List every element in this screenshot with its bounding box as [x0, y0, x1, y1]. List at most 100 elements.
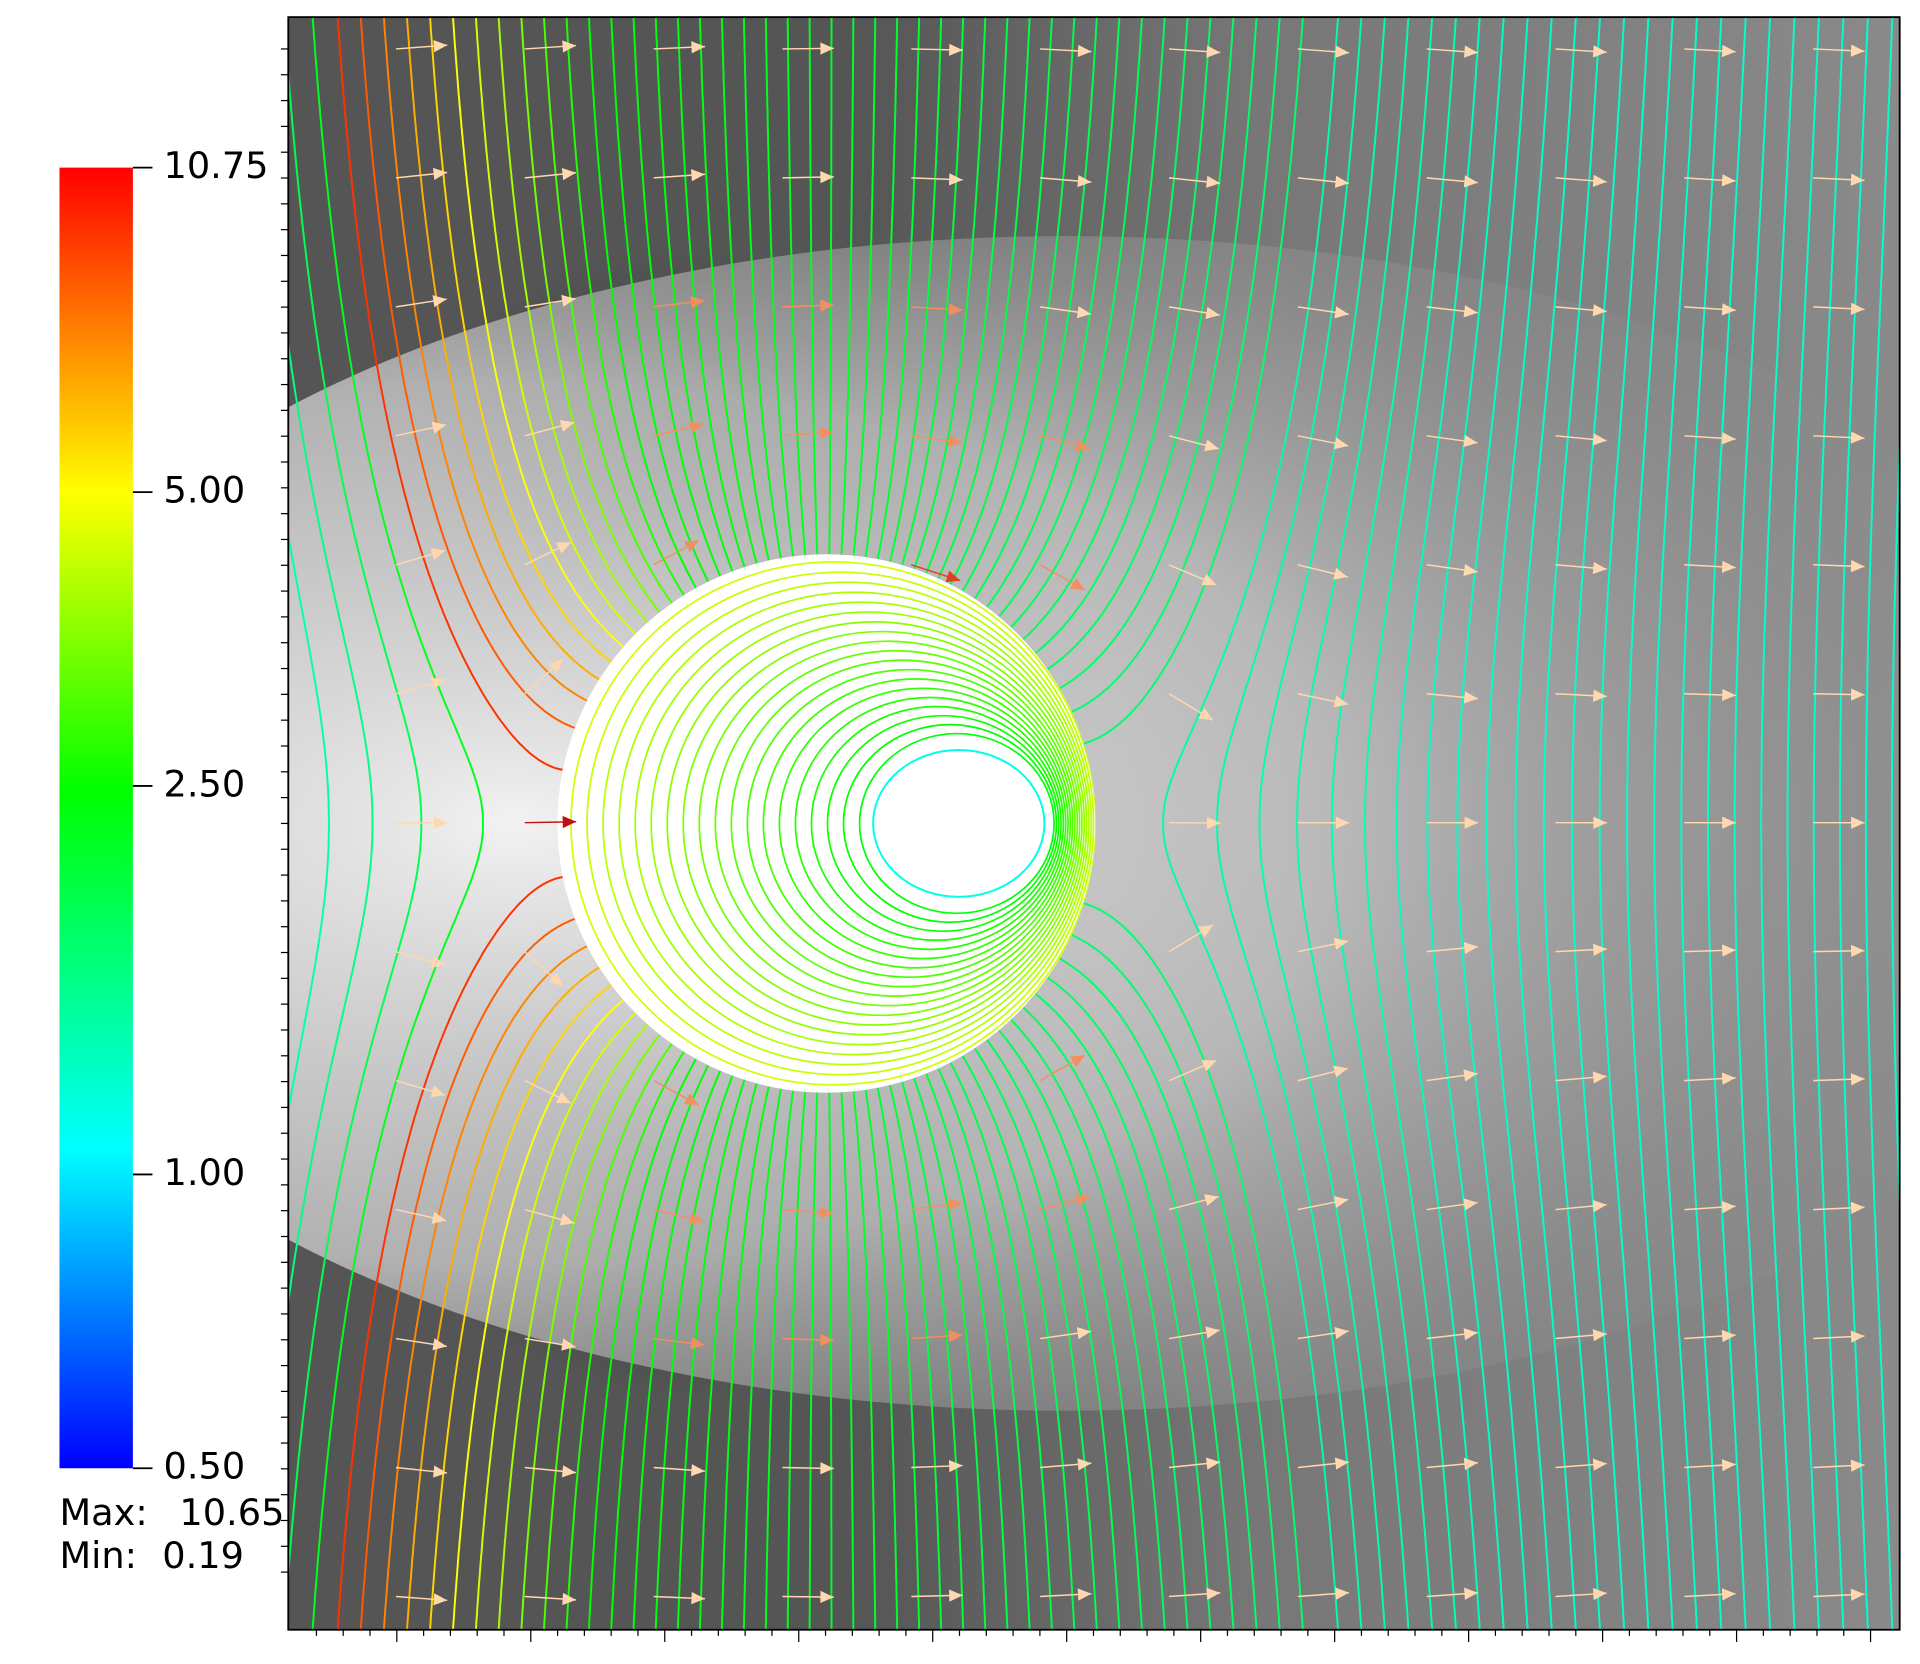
- inner-contour: [602, 581, 1093, 1066]
- contour-line: [497, 17, 649, 623]
- inner-contour: [810, 705, 1062, 942]
- contour-line: [1864, 17, 1894, 824]
- contour-line: [542, 17, 673, 604]
- contour-line: [1395, 823, 1481, 1630]
- contour-line: [1812, 17, 1845, 824]
- arrow-head: [1204, 439, 1219, 452]
- contour-line: [808, 1092, 819, 1630]
- contour-line: [542, 1043, 673, 1630]
- arrow-head: [1206, 1457, 1221, 1470]
- inner-contour: [778, 687, 1067, 960]
- contour-line: [1514, 823, 1577, 1630]
- arrow-head: [1592, 1329, 1607, 1342]
- min-label: Min:: [59, 1534, 136, 1577]
- contour-line: [1598, 823, 1650, 1630]
- arrow-head: [1077, 1588, 1092, 1601]
- contour-line: [311, 823, 484, 1630]
- arrow-head: [1077, 44, 1092, 58]
- contour-line: [1083, 17, 1304, 745]
- contour-line: [1542, 823, 1601, 1630]
- contour-line: [632, 1070, 722, 1630]
- contour-line: [852, 17, 877, 556]
- contour-line: [876, 17, 921, 560]
- contour-line: [1456, 17, 1529, 824]
- arrow-head: [691, 1592, 705, 1605]
- arrow-head: [1335, 816, 1350, 829]
- inner-contour: [794, 696, 1065, 951]
- arrow-head: [820, 1462, 834, 1475]
- contour-line: [1010, 17, 1166, 628]
- contour-line: [359, 918, 576, 1630]
- arrow-head: [1333, 937, 1349, 950]
- arrow-head: [1463, 941, 1478, 955]
- arrow-head: [684, 540, 699, 553]
- contour-line: [1059, 957, 1258, 1630]
- contour-line: [1514, 17, 1577, 824]
- contour-line: [764, 17, 794, 557]
- arrow-head: [1333, 1065, 1348, 1078]
- frame-ticks: [280, 48, 1872, 1642]
- arrow-head: [431, 1211, 447, 1224]
- arrow-head: [1463, 563, 1478, 577]
- arrow-head: [1463, 1198, 1478, 1211]
- arrow-head: [1592, 1458, 1607, 1471]
- arrow-head: [1205, 306, 1220, 319]
- arrow-head: [1463, 175, 1478, 188]
- inner-contour: [634, 601, 1088, 1046]
- arrow-head: [1201, 1060, 1217, 1072]
- arrow-head: [561, 1465, 576, 1478]
- arrow-head: [689, 421, 704, 434]
- arrow-head: [949, 1589, 963, 1602]
- arrow-head: [1850, 944, 1865, 958]
- arrow-head: [948, 1459, 963, 1473]
- inner-contour: [746, 668, 1072, 979]
- arrow-head: [1334, 306, 1349, 319]
- inner-contour: [762, 678, 1069, 969]
- arrow-head: [556, 1091, 571, 1104]
- arrow-head: [1850, 44, 1865, 57]
- contour-line: [949, 17, 1053, 585]
- contour-line: [1760, 17, 1796, 824]
- contour-line: [288, 823, 423, 1586]
- arrow-head: [1463, 1457, 1478, 1471]
- contour-line: [1653, 17, 1698, 824]
- plot-area: [288, 17, 1900, 1630]
- arrow-head: [1721, 560, 1736, 573]
- contour-line: [565, 17, 685, 596]
- contour-line: [1786, 823, 1820, 1630]
- arrow-head: [1721, 44, 1736, 58]
- contour-line: [925, 1073, 1009, 1630]
- contour-line: [288, 823, 374, 1309]
- contour-line: [786, 1091, 807, 1630]
- arrow-head: [820, 42, 834, 55]
- contour-line: [1598, 17, 1650, 824]
- arrow-head: [1335, 1587, 1350, 1600]
- arrow-head: [948, 1198, 963, 1211]
- arrow-head: [1198, 708, 1214, 721]
- contour-line: [901, 1081, 965, 1630]
- arrow-head: [684, 1093, 699, 1106]
- contour-line: [1258, 823, 1386, 1630]
- arrow-head: [1204, 1194, 1219, 1206]
- contour-line: [452, 17, 624, 648]
- arrow-head: [1592, 433, 1607, 446]
- contour-line: [889, 17, 943, 562]
- cylinder: [557, 554, 1096, 1093]
- arrow-head: [559, 419, 575, 432]
- colorbar-tick-label: 10.75: [163, 144, 268, 187]
- arrow-head: [559, 1213, 575, 1226]
- arrow-head: [1076, 306, 1092, 319]
- arrow-head: [1721, 303, 1736, 316]
- contour-line: [828, 17, 833, 555]
- arrow-head: [562, 40, 577, 53]
- arrow-head: [1592, 1071, 1607, 1084]
- contour-line: [311, 17, 484, 824]
- contour-line: [632, 17, 722, 577]
- contour-line: [840, 17, 855, 555]
- contour-line: [698, 1083, 758, 1630]
- inner-contour: [650, 611, 1086, 1036]
- contour-line: [382, 945, 588, 1630]
- arrow-head: [819, 1206, 834, 1219]
- arrow-head: [561, 168, 576, 181]
